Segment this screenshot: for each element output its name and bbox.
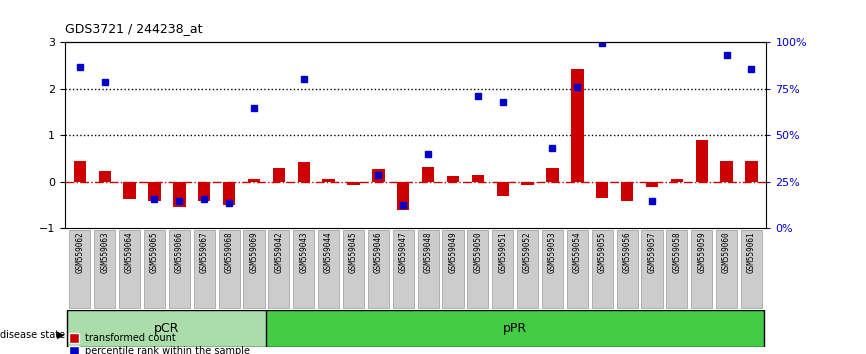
Text: GSM559067: GSM559067 bbox=[200, 232, 209, 273]
FancyBboxPatch shape bbox=[144, 230, 165, 308]
Text: GSM559048: GSM559048 bbox=[423, 232, 433, 273]
Bar bbox=[472, 175, 484, 182]
Text: GDS3721 / 244238_at: GDS3721 / 244238_at bbox=[65, 22, 203, 35]
Bar bbox=[148, 182, 161, 201]
Text: GSM559049: GSM559049 bbox=[449, 232, 457, 273]
FancyBboxPatch shape bbox=[194, 230, 215, 308]
Bar bbox=[521, 182, 533, 185]
FancyBboxPatch shape bbox=[691, 230, 713, 308]
Bar bbox=[248, 179, 260, 182]
Bar bbox=[123, 182, 136, 199]
FancyBboxPatch shape bbox=[617, 230, 637, 308]
Bar bbox=[596, 182, 609, 198]
FancyBboxPatch shape bbox=[492, 230, 514, 308]
Text: GSM559060: GSM559060 bbox=[722, 232, 731, 273]
FancyBboxPatch shape bbox=[94, 230, 115, 308]
FancyBboxPatch shape bbox=[368, 230, 389, 308]
Bar bbox=[397, 182, 410, 210]
FancyBboxPatch shape bbox=[268, 230, 289, 308]
Text: GSM559057: GSM559057 bbox=[648, 232, 656, 273]
Bar bbox=[372, 169, 385, 182]
FancyBboxPatch shape bbox=[716, 230, 737, 308]
Text: GSM559047: GSM559047 bbox=[398, 232, 408, 273]
FancyBboxPatch shape bbox=[243, 230, 265, 308]
Text: GSM559066: GSM559066 bbox=[175, 232, 184, 273]
FancyBboxPatch shape bbox=[267, 310, 764, 347]
Bar bbox=[721, 161, 733, 182]
Text: GSM559059: GSM559059 bbox=[697, 232, 707, 273]
Bar bbox=[496, 182, 509, 196]
FancyBboxPatch shape bbox=[68, 310, 267, 347]
FancyBboxPatch shape bbox=[542, 230, 563, 308]
Text: GSM559055: GSM559055 bbox=[598, 232, 607, 273]
FancyBboxPatch shape bbox=[294, 230, 314, 308]
FancyBboxPatch shape bbox=[741, 230, 762, 308]
Bar bbox=[298, 162, 310, 182]
FancyBboxPatch shape bbox=[218, 230, 240, 308]
Bar bbox=[223, 182, 236, 205]
FancyBboxPatch shape bbox=[517, 230, 538, 308]
Bar bbox=[422, 167, 435, 182]
FancyBboxPatch shape bbox=[591, 230, 613, 308]
Text: disease state: disease state bbox=[0, 330, 65, 339]
Text: GSM559065: GSM559065 bbox=[150, 232, 159, 273]
Text: ▶: ▶ bbox=[57, 330, 65, 339]
Text: GSM559042: GSM559042 bbox=[275, 232, 283, 273]
Bar bbox=[74, 161, 86, 182]
Text: GSM559069: GSM559069 bbox=[249, 232, 258, 273]
Text: GSM559053: GSM559053 bbox=[548, 232, 557, 273]
Bar bbox=[198, 182, 210, 201]
Text: pPR: pPR bbox=[503, 322, 527, 335]
Bar bbox=[695, 140, 708, 182]
FancyBboxPatch shape bbox=[443, 230, 463, 308]
Bar bbox=[572, 69, 584, 182]
Bar bbox=[322, 179, 335, 182]
FancyBboxPatch shape bbox=[318, 230, 339, 308]
Legend: transformed count, percentile rank within the sample: transformed count, percentile rank withi… bbox=[70, 333, 250, 354]
Text: GSM559043: GSM559043 bbox=[300, 232, 308, 273]
FancyBboxPatch shape bbox=[343, 230, 364, 308]
Bar bbox=[621, 182, 633, 201]
Text: GSM559056: GSM559056 bbox=[623, 232, 631, 273]
FancyBboxPatch shape bbox=[392, 230, 414, 308]
Text: GSM559051: GSM559051 bbox=[498, 232, 507, 273]
Text: GSM559050: GSM559050 bbox=[474, 232, 482, 273]
Text: pCR: pCR bbox=[154, 322, 179, 335]
Text: GSM559046: GSM559046 bbox=[374, 232, 383, 273]
Text: GSM559045: GSM559045 bbox=[349, 232, 358, 273]
Bar bbox=[646, 182, 658, 187]
Text: GSM559052: GSM559052 bbox=[523, 232, 532, 273]
Text: GSM559068: GSM559068 bbox=[224, 232, 234, 273]
FancyBboxPatch shape bbox=[642, 230, 662, 308]
Text: GSM559064: GSM559064 bbox=[125, 232, 134, 273]
Bar bbox=[173, 182, 185, 207]
FancyBboxPatch shape bbox=[468, 230, 488, 308]
Text: GSM559062: GSM559062 bbox=[75, 232, 84, 273]
FancyBboxPatch shape bbox=[417, 230, 439, 308]
FancyBboxPatch shape bbox=[69, 230, 90, 308]
Bar bbox=[546, 168, 559, 182]
Bar bbox=[273, 168, 285, 182]
FancyBboxPatch shape bbox=[169, 230, 190, 308]
Text: GSM559061: GSM559061 bbox=[747, 232, 756, 273]
Bar bbox=[746, 161, 758, 182]
FancyBboxPatch shape bbox=[566, 230, 588, 308]
Bar bbox=[447, 176, 459, 182]
Bar bbox=[347, 182, 359, 185]
Bar bbox=[670, 179, 683, 182]
Text: GSM559058: GSM559058 bbox=[672, 232, 682, 273]
FancyBboxPatch shape bbox=[119, 230, 140, 308]
FancyBboxPatch shape bbox=[666, 230, 688, 308]
Text: GSM559044: GSM559044 bbox=[324, 232, 333, 273]
Text: GSM559054: GSM559054 bbox=[573, 232, 582, 273]
Bar bbox=[99, 171, 111, 182]
Text: GSM559063: GSM559063 bbox=[100, 232, 109, 273]
